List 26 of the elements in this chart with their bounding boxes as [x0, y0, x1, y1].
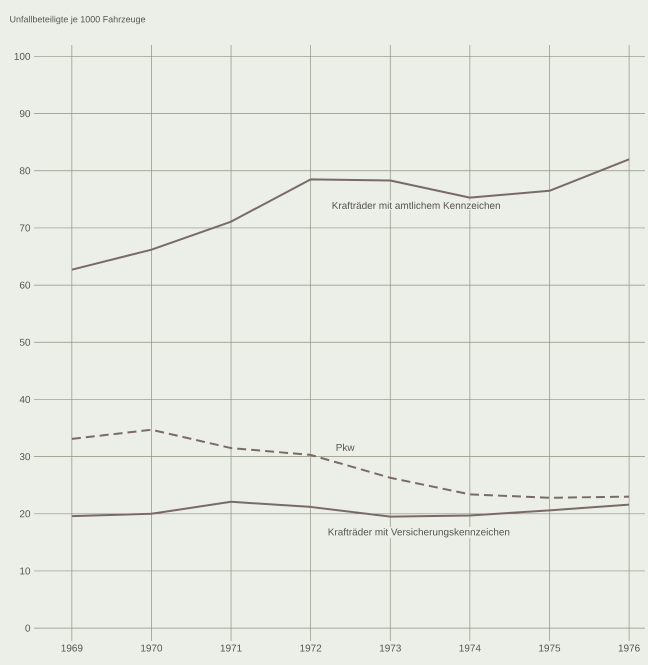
x-tick-label: 1974	[460, 644, 481, 652]
y-tick-label: 20	[20, 510, 30, 518]
y-tick-label: 60	[20, 282, 30, 289]
x-tick-label: 1971	[220, 644, 242, 652]
y-tick-label: 10	[20, 567, 30, 574]
y-tick-label: 90	[20, 110, 30, 118]
series-label: Krafträder mit Versicherungskennzeichen	[328, 528, 510, 538]
line-series	[70, 428, 630, 499]
y-tick-label: 40	[20, 396, 30, 403]
y-tick-label: 50	[20, 338, 30, 346]
x-tick-label: 1972	[300, 644, 322, 652]
x-tick-label: 1976	[618, 644, 640, 652]
series-label: Pkw	[336, 444, 355, 451]
x-tick-label: 1970	[141, 644, 162, 652]
y-axis-title: Unfallbeteiligte je 1000 Fahrzeuge	[10, 16, 146, 24]
x-tick-label: 1969	[62, 644, 82, 652]
line-series	[70, 158, 630, 271]
y-tick-label: 70	[20, 224, 30, 232]
x-tick-label: 1975	[539, 644, 560, 652]
line-series	[70, 500, 630, 518]
y-tick-label: 80	[20, 167, 30, 174]
series-label: Krafträder mit amtlichem Kennzeichen	[332, 202, 500, 210]
y-tick-label: 0	[25, 624, 30, 632]
y-tick-label: 100	[14, 52, 30, 60]
x-tick-label: 1973	[380, 644, 401, 652]
y-tick-label: 30	[20, 453, 30, 460]
